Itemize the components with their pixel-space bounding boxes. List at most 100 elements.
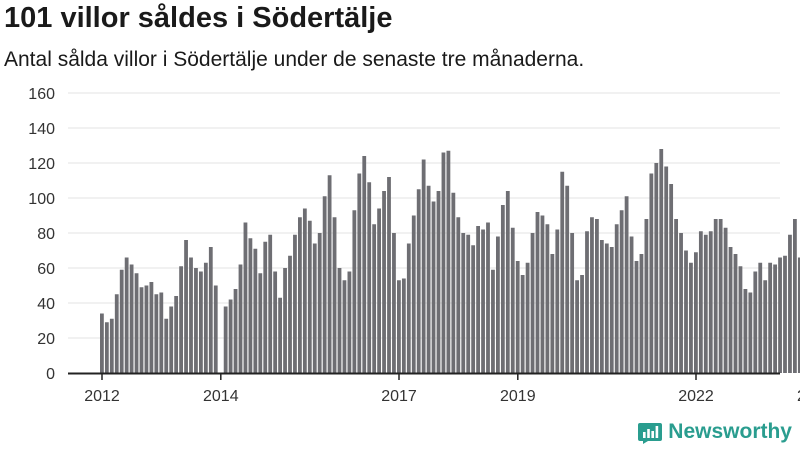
y-tick-label: 160 bbox=[28, 86, 55, 103]
bar bbox=[550, 254, 555, 373]
bar bbox=[570, 233, 575, 373]
x-tick-label: 2014 bbox=[203, 388, 239, 405]
bar bbox=[718, 219, 723, 373]
bar bbox=[298, 217, 302, 373]
bar bbox=[698, 231, 703, 373]
bar bbox=[302, 208, 307, 373]
bar bbox=[337, 268, 342, 373]
bar bbox=[728, 247, 733, 373]
bar bbox=[525, 262, 530, 373]
bar bbox=[679, 233, 683, 373]
bar bbox=[189, 257, 193, 373]
bar bbox=[540, 215, 545, 373]
bar bbox=[649, 173, 654, 373]
bar bbox=[357, 173, 362, 373]
bar bbox=[411, 215, 416, 373]
bar bbox=[203, 262, 208, 373]
bar bbox=[585, 231, 589, 373]
bar bbox=[778, 257, 782, 373]
x-tick-label: 2017 bbox=[381, 388, 417, 405]
bar bbox=[708, 231, 713, 373]
bar bbox=[565, 185, 570, 373]
bar bbox=[109, 318, 114, 373]
bar bbox=[134, 273, 139, 373]
bar bbox=[555, 229, 560, 373]
bar bbox=[674, 219, 678, 373]
bar bbox=[481, 229, 485, 373]
bar bbox=[530, 233, 535, 373]
bar bbox=[619, 210, 624, 373]
bar bbox=[421, 159, 426, 373]
bar bbox=[515, 261, 520, 373]
bar bbox=[228, 299, 233, 373]
bar bbox=[664, 166, 669, 373]
bar bbox=[758, 262, 763, 373]
bar bbox=[144, 285, 149, 373]
x-tick-label: 2024 bbox=[797, 388, 800, 405]
chart-subtitle: Antal sålda villor i Södertälje under de… bbox=[4, 48, 585, 71]
x-tick-label: 2019 bbox=[500, 388, 536, 405]
bar bbox=[654, 163, 659, 373]
bar bbox=[743, 289, 748, 373]
bar bbox=[738, 266, 743, 373]
bar bbox=[669, 184, 674, 373]
bar bbox=[575, 280, 579, 373]
bar bbox=[114, 294, 119, 373]
bar bbox=[783, 255, 787, 373]
bar bbox=[362, 156, 367, 373]
bar bbox=[273, 271, 278, 373]
bar bbox=[342, 280, 347, 373]
bar bbox=[773, 264, 777, 373]
bar bbox=[377, 208, 381, 373]
bar bbox=[486, 222, 490, 373]
bar bbox=[406, 243, 411, 373]
bar bbox=[797, 257, 800, 373]
bar bbox=[213, 285, 218, 373]
x-tick-label: 2012 bbox=[84, 388, 120, 405]
bar bbox=[372, 224, 377, 373]
bar bbox=[496, 236, 500, 373]
bar bbox=[392, 233, 396, 373]
bar bbox=[639, 254, 644, 373]
bar bbox=[535, 212, 540, 373]
bar bbox=[520, 275, 525, 373]
bar bbox=[416, 189, 421, 373]
y-tick-label: 0 bbox=[46, 366, 55, 383]
y-tick-label: 120 bbox=[28, 156, 55, 173]
newsworthy-logo[interactable]: Newsworthy bbox=[638, 420, 792, 444]
bar bbox=[149, 282, 154, 373]
bar bbox=[288, 255, 292, 373]
bar bbox=[723, 227, 728, 373]
bar bbox=[104, 322, 109, 373]
bar bbox=[609, 247, 614, 373]
bar bbox=[471, 245, 476, 373]
bar bbox=[466, 234, 471, 373]
bar bbox=[599, 240, 604, 373]
bar bbox=[223, 306, 228, 373]
bar bbox=[332, 217, 337, 373]
bar bbox=[278, 297, 282, 373]
bar bbox=[233, 289, 238, 373]
bar bbox=[327, 175, 332, 373]
bar bbox=[352, 210, 357, 373]
bar bbox=[258, 273, 263, 373]
bar bbox=[194, 268, 198, 373]
bar bbox=[179, 266, 183, 373]
bar bbox=[317, 233, 322, 373]
bar bbox=[684, 250, 688, 373]
y-tick-label: 40 bbox=[37, 296, 55, 313]
y-tick-label: 100 bbox=[28, 191, 55, 208]
bar bbox=[199, 271, 203, 373]
bar bbox=[100, 313, 104, 373]
bar bbox=[461, 233, 466, 373]
bar bbox=[753, 271, 758, 373]
bar bbox=[476, 226, 480, 373]
bar bbox=[505, 191, 510, 373]
bar bbox=[703, 234, 708, 373]
bar bbox=[793, 219, 797, 373]
bar bbox=[387, 177, 391, 373]
bar bbox=[590, 217, 594, 373]
bar bbox=[560, 171, 565, 373]
axis-layer: 0204060801001201401601012012201420172019… bbox=[28, 86, 800, 405]
